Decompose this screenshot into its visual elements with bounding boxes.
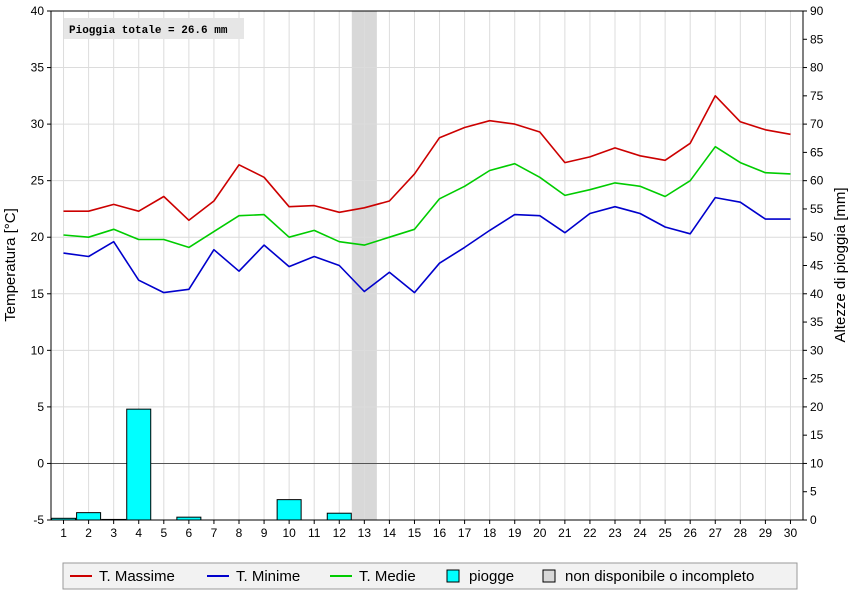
rain-bar-day-4 — [126, 408, 152, 521]
right-tick-label: 85 — [810, 32, 824, 46]
left-axis-ticks: -5 0 5 10 15 20 25 30 35 40 — [31, 4, 51, 527]
x-tick-label: 16 — [433, 526, 447, 540]
x-tick-label: 15 — [408, 526, 422, 540]
right-tick-label: 50 — [810, 230, 824, 244]
x-tick-label: 18 — [483, 526, 497, 540]
rain-total-text: Pioggia totale = 26.6 mm — [69, 25, 228, 37]
left-tick-label: 0 — [37, 456, 44, 470]
x-tick-label: 10 — [282, 526, 296, 540]
right-tick-label: 20 — [810, 400, 824, 414]
right-tick-label: 30 — [810, 343, 824, 357]
legend-swatch-non-disponibile-o-incompleto — [542, 569, 556, 583]
x-tick-label: 25 — [658, 526, 672, 540]
legend-label-t-massime: T. Massime — [99, 568, 175, 585]
rain-bar-day-12 — [326, 512, 352, 521]
right-tick-label: 75 — [810, 89, 824, 103]
left-tick-label: 25 — [31, 174, 45, 188]
x-tick-label: 9 — [261, 526, 268, 540]
series-lines-layer — [63, 95, 791, 294]
rain-total-annotation: Pioggia totale = 26.6 mm — [64, 18, 244, 39]
x-tick-label: 23 — [608, 526, 622, 540]
x-tick-label: 26 — [684, 526, 698, 540]
right-tick-label: 5 — [810, 485, 817, 499]
left-axis-label: Temperatura [°C] — [2, 208, 19, 322]
left-tick-label: 20 — [31, 230, 45, 244]
rain-bars-layer — [51, 408, 352, 521]
right-axis-ticks: 0 5 10 15 20 25 30 35 40 45 50 55 60 65 70 75 80 85 90 — [803, 4, 824, 527]
legend-label-t-medie: T. Medie — [359, 568, 416, 585]
x-tick-label: 28 — [734, 526, 748, 540]
right-tick-label: 10 — [810, 456, 824, 470]
x-tick-label: 22 — [583, 526, 597, 540]
right-tick-label: 40 — [810, 287, 824, 301]
left-tick-label: 30 — [31, 117, 45, 131]
x-axis-ticks: 1 2 3 4 5 6 7 8 9 10 11 12 13 14 15 16 17 18 19 20 21 22 23 24 2… — [60, 520, 797, 540]
right-tick-label: 70 — [810, 117, 824, 131]
right-tick-label: 55 — [810, 202, 824, 216]
left-tick-label: -5 — [33, 513, 44, 527]
x-tick-label: 6 — [186, 526, 193, 540]
right-tick-label: 35 — [810, 315, 824, 329]
x-tick-label: 30 — [784, 526, 798, 540]
series-line-t-massime — [63, 95, 791, 222]
series-line-t-medie — [63, 145, 791, 249]
right-tick-label: 60 — [810, 174, 824, 188]
legend: T. Massime T. Minime T. Medie piogge non dis… — [62, 562, 798, 590]
x-tick-label: 2 — [85, 526, 92, 540]
x-tick-label: 27 — [709, 526, 723, 540]
x-tick-label: 5 — [160, 526, 167, 540]
legend-label-t-minime: T. Minime — [236, 568, 300, 585]
x-tick-label: 24 — [633, 526, 647, 540]
left-tick-label: 15 — [31, 287, 45, 301]
x-tick-label: 17 — [458, 526, 472, 540]
right-axis-label: Altezze di pioggia [mm] — [832, 187, 849, 342]
x-tick-label: 19 — [508, 526, 522, 540]
left-tick-label: 10 — [31, 343, 45, 357]
right-tick-label: 15 — [810, 428, 824, 442]
rain-bar-day-10 — [276, 499, 302, 521]
x-tick-label: 12 — [333, 526, 347, 540]
legend-label-piogge: piogge — [469, 568, 514, 585]
x-tick-label: 11 — [308, 526, 321, 540]
x-tick-label: 3 — [110, 526, 117, 540]
grid-layer — [51, 10, 803, 521]
x-tick-label: 4 — [135, 526, 142, 540]
x-tick-label: 14 — [383, 526, 397, 540]
x-tick-label: 8 — [236, 526, 243, 540]
series-line-t-minime — [63, 196, 791, 294]
right-tick-label: 0 — [810, 513, 817, 527]
right-tick-label: 90 — [810, 4, 824, 18]
right-tick-label: 80 — [810, 61, 824, 75]
x-tick-label: 21 — [558, 526, 572, 540]
legend-swatch-piogge — [446, 569, 460, 583]
x-tick-label: 13 — [358, 526, 372, 540]
x-tick-label: 1 — [60, 526, 67, 540]
right-tick-label: 25 — [810, 372, 824, 386]
left-tick-label: 35 — [31, 61, 45, 75]
x-tick-label: 29 — [759, 526, 773, 540]
left-tick-label: 5 — [37, 400, 44, 414]
x-tick-label: 7 — [211, 526, 218, 540]
x-tick-label: 20 — [533, 526, 547, 540]
right-tick-label: 45 — [810, 259, 824, 273]
right-tick-label: 65 — [810, 145, 824, 159]
legend-label-non-disponibile-o-incompleto: non disponibile o incompleto — [565, 568, 754, 585]
left-tick-label: 40 — [31, 4, 45, 18]
rain-bar-day-2 — [76, 512, 102, 521]
